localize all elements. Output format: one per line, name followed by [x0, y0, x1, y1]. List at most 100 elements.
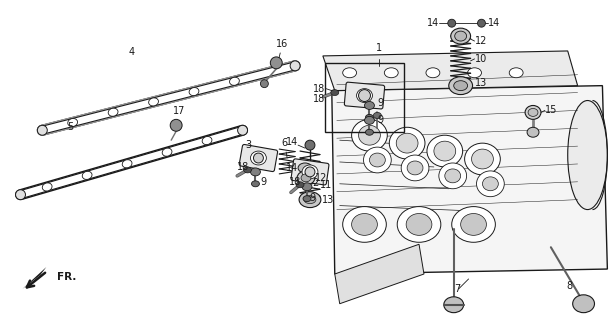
Text: 2: 2 — [312, 178, 318, 188]
Ellipse shape — [202, 137, 212, 145]
Ellipse shape — [389, 127, 425, 159]
FancyBboxPatch shape — [291, 159, 329, 185]
Text: 14: 14 — [427, 18, 439, 28]
Ellipse shape — [426, 68, 440, 78]
Polygon shape — [335, 244, 424, 304]
Ellipse shape — [568, 100, 608, 210]
Ellipse shape — [253, 153, 263, 163]
Ellipse shape — [189, 88, 199, 96]
Text: 3: 3 — [245, 140, 252, 150]
Text: 12: 12 — [475, 36, 487, 46]
Text: 13: 13 — [322, 195, 334, 205]
Ellipse shape — [365, 129, 373, 135]
Ellipse shape — [477, 171, 504, 197]
Ellipse shape — [477, 19, 485, 27]
Ellipse shape — [454, 81, 467, 91]
Ellipse shape — [449, 77, 472, 95]
Ellipse shape — [370, 153, 386, 167]
Text: 18: 18 — [312, 93, 325, 104]
Ellipse shape — [260, 80, 268, 88]
Text: 4: 4 — [129, 47, 135, 57]
Text: FR.: FR. — [57, 272, 76, 282]
Text: 16: 16 — [276, 39, 288, 49]
Ellipse shape — [271, 57, 282, 69]
Text: 9: 9 — [309, 193, 315, 203]
Text: 18: 18 — [237, 162, 250, 172]
Ellipse shape — [352, 213, 378, 235]
Ellipse shape — [527, 127, 539, 137]
Ellipse shape — [305, 167, 315, 177]
Ellipse shape — [122, 160, 132, 168]
Ellipse shape — [343, 207, 386, 242]
Ellipse shape — [303, 196, 311, 202]
Ellipse shape — [352, 119, 387, 151]
Ellipse shape — [396, 133, 418, 153]
Ellipse shape — [359, 125, 380, 145]
Text: 7: 7 — [454, 284, 460, 294]
Ellipse shape — [302, 183, 312, 191]
Ellipse shape — [509, 68, 523, 78]
Ellipse shape — [229, 77, 239, 85]
Ellipse shape — [464, 143, 501, 175]
Ellipse shape — [252, 181, 260, 187]
Ellipse shape — [357, 89, 373, 102]
FancyBboxPatch shape — [239, 144, 277, 172]
Text: 9: 9 — [378, 115, 384, 125]
Ellipse shape — [445, 169, 461, 183]
Ellipse shape — [365, 101, 375, 109]
Ellipse shape — [406, 213, 432, 235]
Ellipse shape — [15, 190, 25, 200]
Ellipse shape — [170, 119, 182, 131]
Ellipse shape — [528, 108, 538, 116]
Text: 6: 6 — [281, 138, 287, 148]
Ellipse shape — [439, 163, 467, 189]
Ellipse shape — [331, 90, 339, 96]
Ellipse shape — [451, 28, 470, 44]
Text: 10: 10 — [475, 54, 487, 64]
Ellipse shape — [373, 112, 381, 118]
Ellipse shape — [42, 183, 52, 191]
Ellipse shape — [365, 116, 375, 124]
Ellipse shape — [397, 207, 441, 242]
Text: 9: 9 — [260, 177, 266, 187]
Text: 14: 14 — [286, 137, 298, 147]
Text: 17: 17 — [173, 106, 185, 116]
Ellipse shape — [250, 151, 266, 165]
Text: 13: 13 — [475, 78, 487, 88]
Text: 5: 5 — [67, 122, 73, 132]
Ellipse shape — [162, 148, 172, 156]
Ellipse shape — [573, 295, 595, 313]
Ellipse shape — [305, 140, 315, 150]
Ellipse shape — [250, 168, 260, 176]
Text: 14: 14 — [286, 163, 298, 173]
FancyBboxPatch shape — [344, 82, 384, 109]
Ellipse shape — [38, 125, 47, 135]
Polygon shape — [23, 267, 46, 289]
Ellipse shape — [427, 135, 462, 167]
Bar — [325, 63, 404, 132]
Ellipse shape — [68, 118, 77, 127]
Ellipse shape — [401, 155, 429, 181]
Text: 18: 18 — [312, 84, 325, 94]
Text: 15: 15 — [545, 105, 557, 116]
Ellipse shape — [434, 141, 456, 161]
Ellipse shape — [297, 171, 315, 185]
Ellipse shape — [82, 171, 92, 180]
Text: 12: 12 — [315, 173, 327, 183]
Ellipse shape — [448, 19, 456, 27]
Ellipse shape — [149, 98, 159, 106]
Ellipse shape — [407, 161, 423, 175]
Ellipse shape — [363, 147, 391, 173]
Ellipse shape — [472, 149, 493, 169]
Ellipse shape — [237, 125, 247, 135]
Ellipse shape — [444, 297, 464, 313]
Ellipse shape — [461, 213, 486, 235]
Text: 14: 14 — [488, 18, 501, 28]
Ellipse shape — [384, 68, 398, 78]
Ellipse shape — [483, 177, 498, 191]
Text: 8: 8 — [566, 281, 573, 291]
Ellipse shape — [359, 90, 370, 101]
Ellipse shape — [467, 68, 482, 78]
Text: 1: 1 — [376, 43, 383, 53]
Ellipse shape — [108, 108, 118, 116]
